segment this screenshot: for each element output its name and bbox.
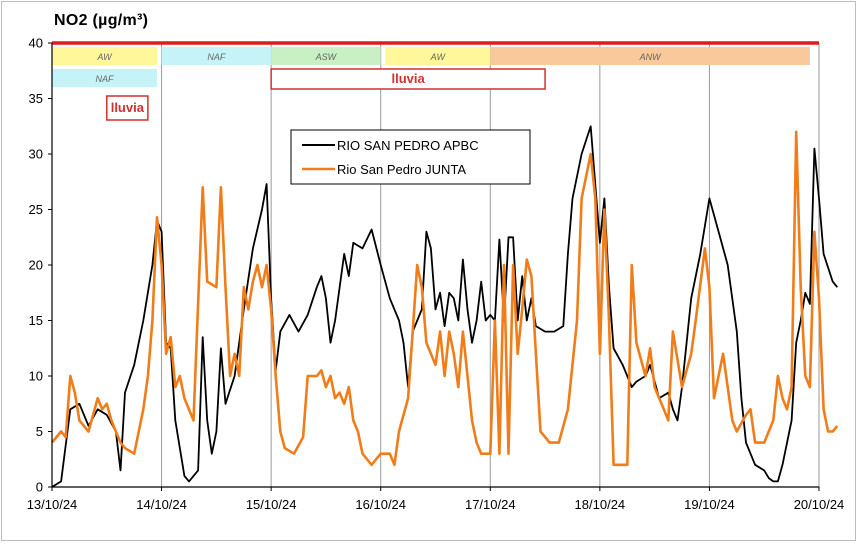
series-line-1 [50,130,839,467]
weather-bands: AW NAF ASW AW ANW NAF lluvia lluvia [52,41,819,121]
x-tick-label: 14/10/24 [136,497,187,512]
rain-box-1 [270,68,546,90]
x-tick-label: 18/10/24 [575,497,626,512]
rain-label-1: lluvia [391,71,425,86]
band-top-3-rect [385,47,491,65]
y-tick-label: 0 [36,480,43,495]
x-tick-label: 16/10/24 [355,497,406,512]
x-tick-label: 20/10/24 [794,497,845,512]
series-line-0 [51,125,838,488]
legend: RIO SAN PEDRO APBC Rio San Pedro JUNTA [290,129,531,185]
band-top-2-label: ASW [315,52,338,62]
y-tick-label: 30 [29,147,43,162]
band-second-0-label: NAF [96,74,115,84]
legend-label-1: Rio San Pedro JUNTA [337,162,466,177]
y-tick-label: 40 [29,36,43,51]
legend-box [290,129,531,185]
y-tick-label: 35 [29,91,43,106]
band-top-3-label: AW [430,52,447,62]
x-tick-label: 17/10/24 [465,497,516,512]
x-tick-label: 13/10/24 [27,497,78,512]
series-lines [50,125,839,488]
rain-label-0: lluvia [111,100,145,115]
axes: 0 5 10 15 20 25 30 35 40 13/10/24 14/10/24 15/10/24… [27,36,845,513]
legend-label-0: RIO SAN PEDRO APBC [337,138,479,153]
y-tick-label: 5 [36,424,43,439]
band-top-4-label: ANW [639,52,663,62]
chart-title: NO2 (µg/m³) [54,12,149,29]
y-tick-label: 25 [29,202,43,217]
y-tick-label: 20 [29,258,43,273]
x-tick-label: 15/10/24 [246,497,297,512]
y-tick-label: 10 [29,369,43,384]
band-top-4-rect [490,47,810,65]
x-tick-label: 19/10/24 [684,497,735,512]
band-top-2-rect [271,47,381,65]
band-top-0-label: AW [96,52,113,62]
band-top-0-rect [52,47,158,65]
y-tick-label: 15 [29,313,43,328]
band-second-0-rect [52,69,158,87]
band-top-1-rect [161,47,272,65]
band-top-1-label: NAF [207,52,226,62]
rain-box-0 [106,95,149,121]
